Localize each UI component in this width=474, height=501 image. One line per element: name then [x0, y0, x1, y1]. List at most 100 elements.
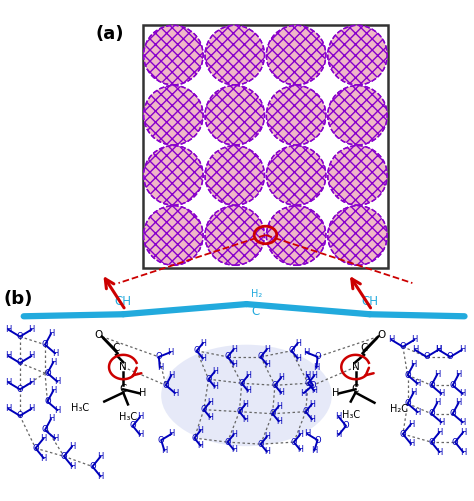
Text: H: H: [436, 447, 443, 456]
Text: H₃C: H₃C: [342, 410, 360, 420]
Text: H: H: [336, 430, 342, 439]
Text: O: O: [42, 340, 48, 349]
Text: O: O: [17, 359, 23, 367]
Circle shape: [205, 146, 264, 205]
Circle shape: [266, 146, 326, 205]
Text: H: H: [309, 399, 315, 408]
Text: H: H: [295, 339, 301, 348]
Text: H: H: [295, 354, 301, 363]
Text: H: H: [278, 373, 284, 382]
Text: H: H: [231, 445, 237, 454]
Text: H: H: [207, 413, 213, 422]
Text: H: H: [435, 345, 441, 354]
Text: O: O: [314, 352, 321, 361]
Circle shape: [205, 206, 264, 265]
Text: H: H: [172, 389, 178, 398]
Text: H: H: [311, 371, 317, 380]
Text: H₂: H₂: [251, 289, 263, 299]
Text: H: H: [301, 389, 307, 398]
Text: O: O: [32, 444, 39, 453]
Text: O: O: [205, 375, 212, 384]
Text: H: H: [309, 415, 315, 424]
Text: H: H: [198, 441, 203, 450]
Text: H: H: [459, 389, 466, 398]
Text: H: H: [231, 430, 237, 439]
Text: H: H: [276, 417, 282, 426]
Text: H: H: [410, 388, 417, 397]
Text: O: O: [129, 421, 136, 430]
Text: H: H: [459, 418, 466, 427]
Text: O: O: [377, 330, 386, 340]
Text: CH: CH: [115, 295, 132, 308]
Text: O: O: [343, 421, 349, 430]
Text: O: O: [44, 397, 51, 406]
Circle shape: [205, 26, 264, 85]
Text: H: H: [157, 363, 163, 372]
Text: O: O: [428, 381, 435, 390]
Text: O: O: [17, 385, 23, 394]
Circle shape: [144, 26, 203, 85]
Text: H: H: [264, 447, 270, 456]
Text: O: O: [314, 435, 321, 444]
Text: O: O: [158, 435, 164, 444]
Text: H: H: [245, 386, 251, 395]
Text: H: H: [264, 360, 270, 369]
Text: H: H: [388, 335, 394, 344]
Text: O: O: [191, 433, 198, 442]
Text: O: O: [305, 379, 311, 388]
Text: O: O: [17, 332, 23, 341]
Text: H: H: [436, 428, 443, 437]
Text: O: O: [201, 405, 207, 414]
Text: C: C: [352, 384, 359, 394]
Text: H: H: [245, 371, 251, 380]
Text: H: H: [408, 419, 414, 428]
Text: H: H: [28, 352, 35, 361]
Text: H: H: [438, 389, 445, 398]
Text: O: O: [452, 438, 458, 446]
Text: H: H: [231, 345, 237, 354]
Text: H: H: [50, 386, 56, 395]
Circle shape: [328, 86, 387, 145]
Text: O: O: [404, 399, 411, 408]
Text: H₂C: H₂C: [390, 404, 408, 414]
Text: H: H: [5, 378, 11, 387]
Text: O: O: [163, 381, 169, 390]
Text: H: H: [436, 345, 442, 354]
Text: H: H: [48, 329, 54, 338]
Text: H: H: [411, 335, 418, 344]
Text: H: H: [200, 354, 206, 363]
Text: H: H: [137, 430, 143, 439]
Text: H: H: [54, 377, 61, 386]
Text: H: H: [168, 429, 175, 438]
Text: O: O: [236, 407, 243, 416]
Text: O: O: [423, 352, 430, 361]
Text: H: H: [414, 379, 421, 388]
Circle shape: [328, 146, 387, 205]
Text: N: N: [119, 362, 127, 372]
Text: (b): (b): [4, 290, 33, 308]
Text: O: O: [288, 346, 295, 355]
Text: N: N: [352, 362, 359, 372]
Text: O: O: [44, 369, 51, 378]
Circle shape: [205, 86, 264, 145]
Text: O: O: [94, 330, 103, 340]
Text: O: O: [224, 438, 231, 446]
Text: H: H: [276, 402, 282, 410]
Text: H: H: [278, 388, 284, 397]
Text: H: H: [243, 399, 248, 408]
Text: H: H: [50, 358, 56, 367]
Text: H: H: [456, 398, 462, 407]
Text: H: H: [52, 434, 58, 443]
Text: C: C: [360, 343, 368, 353]
Text: H: H: [438, 418, 445, 427]
Text: H₃C: H₃C: [119, 412, 137, 422]
Text: H: H: [311, 386, 317, 395]
Text: H: H: [460, 447, 466, 456]
Text: O: O: [449, 381, 456, 390]
Text: H: H: [5, 352, 11, 361]
Text: O: O: [257, 352, 264, 361]
Text: H: H: [5, 325, 11, 334]
Text: H: H: [460, 428, 466, 437]
Text: H: H: [304, 429, 310, 438]
Text: H: H: [212, 382, 218, 391]
